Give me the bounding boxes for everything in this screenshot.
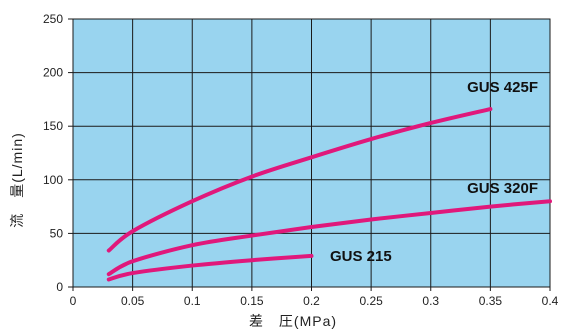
y-tick-label: 250	[43, 12, 63, 26]
series-label-gus-320f: GUS 320F	[467, 180, 538, 197]
x-tick-label: 0.1	[184, 294, 201, 308]
y-axis-title: 流 量(L/min)	[9, 132, 25, 228]
y-tick-label: 200	[43, 66, 63, 80]
y-tick-label: 100	[43, 173, 63, 187]
y-tick-label: 150	[43, 119, 63, 133]
x-tick-label: 0	[70, 294, 77, 308]
series-line-gus-425f	[106, 107, 493, 253]
y-tick-label: 0	[56, 280, 63, 294]
x-tick-label: 0.3	[422, 294, 439, 308]
x-tick-label: 0.15	[240, 294, 264, 308]
series-line-gus-320f	[106, 199, 552, 277]
x-tick-label: 0.2	[303, 294, 320, 308]
x-tick-label: 0.05	[121, 294, 145, 308]
series-label-gus-425f: GUS 425F	[467, 79, 538, 96]
y-axis-ticks: 0 50 100 150 200 250	[43, 12, 73, 294]
x-axis-title: 差 圧(MPa)	[249, 313, 337, 329]
x-tick-label: 0.35	[479, 294, 503, 308]
series-label-gus-215: GUS 215	[330, 248, 392, 265]
series-line-gus-215	[106, 253, 314, 282]
grid-lines	[73, 19, 550, 287]
series-lines	[106, 107, 552, 282]
x-axis-ticks: 0 0.05 0.1 0.15 0.2 0.25 0.3 0.35 0.4	[70, 287, 559, 308]
x-tick-label: 0.4	[542, 294, 559, 308]
y-tick-label: 50	[50, 226, 64, 240]
x-tick-label: 0.25	[359, 294, 383, 308]
